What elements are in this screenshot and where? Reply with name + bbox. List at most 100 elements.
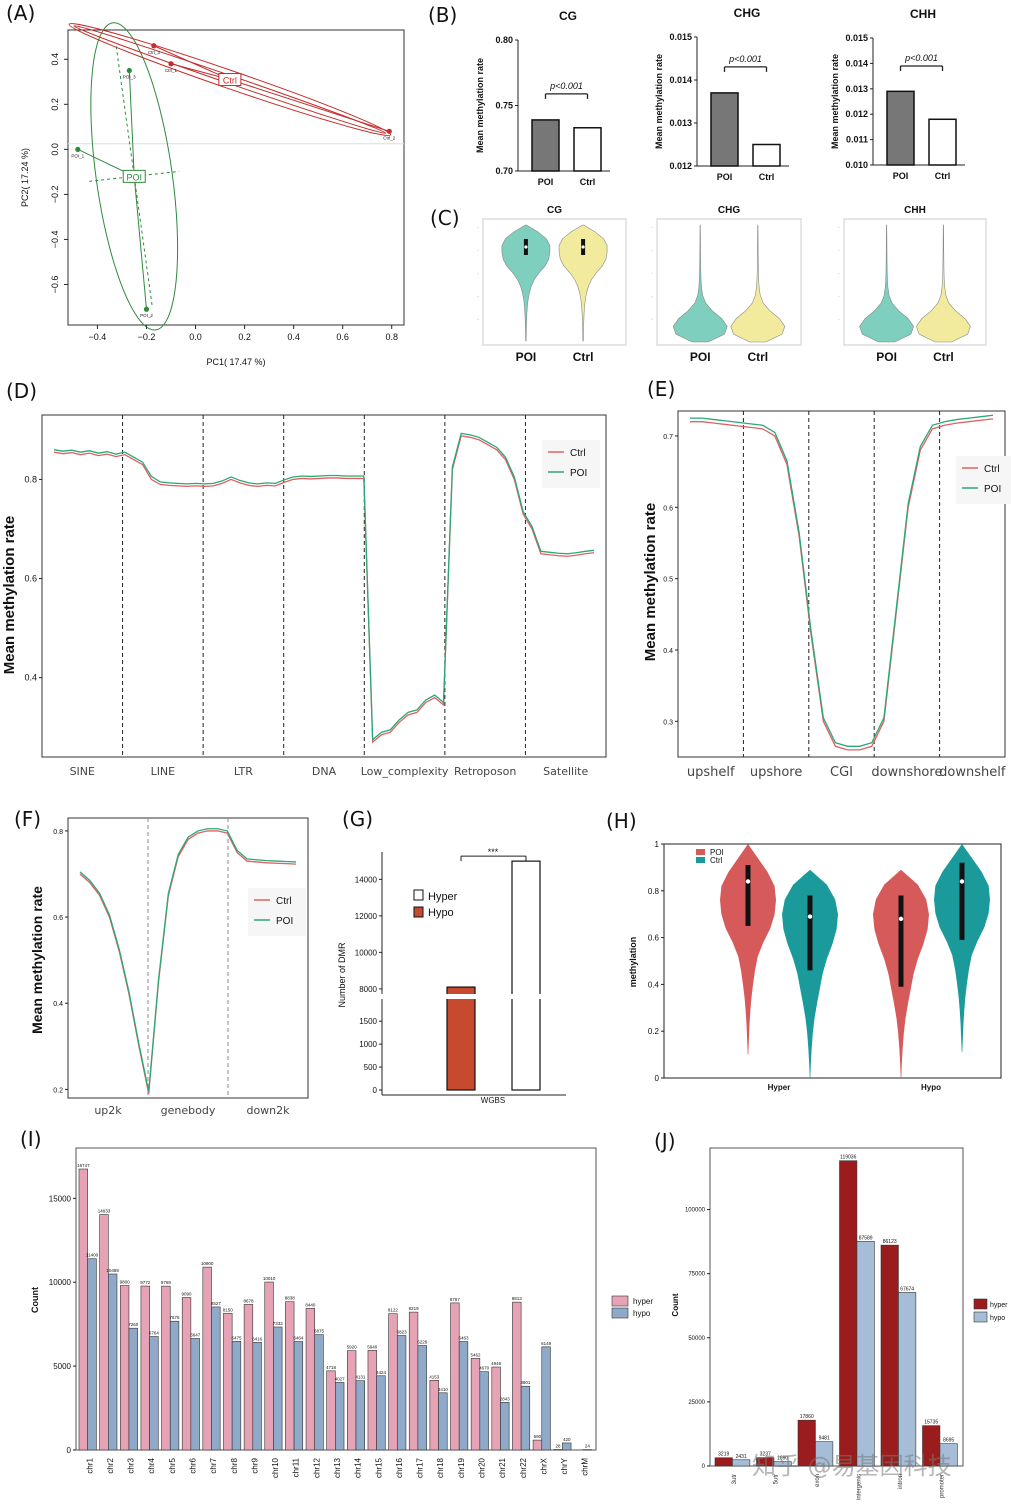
y-tick-label: 25000: [688, 1400, 705, 1406]
bar-value-label: 14033: [98, 1209, 111, 1214]
y-tick-mark: ·: [477, 225, 479, 231]
legend-label: hypo: [633, 1309, 651, 1318]
y-tick-label: 0.015: [845, 33, 868, 43]
x-tick-label: 5utr: [773, 1474, 779, 1484]
legend-label: Hypo: [428, 907, 454, 919]
legend-swatch-hyper: [611, 1295, 629, 1307]
y-tick-label: 0.6: [648, 934, 660, 943]
pca-point: [386, 128, 392, 134]
group-label: Ctrl: [223, 76, 237, 86]
bar-hyper-3utr: [714, 1457, 733, 1467]
spider-line: [128, 70, 135, 177]
group-label-box: [122, 169, 146, 183]
bar-hyper-chr13: [326, 1370, 336, 1451]
y-tick-label: 0.013: [669, 118, 692, 128]
legend-label: Hyper: [428, 891, 458, 903]
y-tick-label: 0.4: [53, 1001, 63, 1008]
violin-frame: [656, 218, 802, 346]
pca-point: [75, 146, 81, 152]
ellipse-Ctrl: [68, 23, 392, 137]
x-tick-label: POI: [893, 171, 909, 181]
y-tick-mark: ·: [838, 317, 840, 323]
y-tick-label: 0.70: [495, 166, 513, 176]
subplot-title: CHG: [734, 6, 761, 20]
bar-hypo-chr21: [500, 1402, 510, 1451]
bar-hypo-chr3: [128, 1327, 138, 1451]
y-tick-label: 0: [373, 1086, 378, 1095]
subplot-title: CHH: [910, 7, 936, 21]
x-tick-label: promoter: [939, 1474, 945, 1498]
y-tick-mark: ·: [838, 225, 840, 231]
bar-value-label: 6463: [459, 1336, 470, 1341]
x-tick-label: downshelf: [939, 765, 1006, 780]
x-tick-label: −0.2: [138, 332, 156, 342]
x-tick-label: downshore: [871, 765, 942, 780]
bar-hyper-intron: [880, 1244, 899, 1467]
violin-POI: [501, 224, 551, 342]
bar-hypo-chr16: [396, 1335, 407, 1451]
pca-point: [143, 306, 150, 312]
y-tick-label: 500: [364, 1063, 378, 1072]
y-tick-label: 0.6: [53, 915, 63, 922]
bar-POI: [710, 92, 739, 167]
pca-point-label: POI_2: [140, 313, 153, 318]
violin-median: [581, 245, 585, 249]
plot-frame: [709, 1147, 964, 1467]
bar-value-label: 4027: [335, 1376, 346, 1381]
x-tick-label: POI: [717, 172, 733, 182]
violin-box: [745, 865, 751, 926]
bar-hyper-chr19: [450, 1302, 460, 1451]
bar-hypo-chr4: [149, 1336, 159, 1451]
violin: [782, 869, 838, 1078]
bar-hyper-chr4: [140, 1285, 150, 1451]
bar-value-label: 8527: [211, 1301, 222, 1306]
x-tick-label: POI: [690, 350, 711, 364]
spider-line: [229, 79, 390, 132]
bar-value-label: 7332: [273, 1321, 284, 1326]
bar-value-label: 7260: [128, 1322, 139, 1327]
y-tick-label: 0.015: [669, 32, 692, 42]
x-tick-label: chr10: [271, 1457, 280, 1478]
violin-median: [745, 879, 751, 884]
bar-hyper-chr15: [367, 1350, 377, 1451]
violin-POI: [672, 224, 728, 343]
bar-hyper-chr20: [470, 1358, 481, 1451]
x-tick-label: −0.4: [89, 332, 107, 342]
group-label-box: [218, 73, 242, 87]
y-tick-label: 50000: [688, 1336, 705, 1342]
y-tick-mark: ·: [651, 294, 653, 300]
x-tick-label: chr21: [498, 1457, 507, 1478]
y-tick-label: −0.6: [50, 276, 60, 294]
bar-hypo-chr2: [108, 1273, 118, 1451]
bar-hyper-chrX: [532, 1439, 543, 1451]
violin-Ctrl: [916, 224, 971, 343]
bar-hypo-3utr: [732, 1459, 751, 1467]
bar-hyper-chr10: [264, 1281, 274, 1451]
group-label: POI: [126, 172, 142, 182]
y-tick-label: 0.4: [648, 980, 660, 989]
y-tick-label: 0.0: [50, 143, 60, 156]
bar-value-label: 8150: [223, 1307, 234, 1312]
bar-value-label: 2431: [736, 1454, 747, 1460]
y-tick-label: 100000: [685, 1208, 706, 1214]
legend-label: Ctrl: [276, 896, 292, 907]
legend-label: Ctrl: [570, 448, 586, 459]
y-tick-mark: ·: [651, 271, 653, 277]
bar-hyper-chr6: [181, 1297, 192, 1451]
x-tick-label: chrX: [539, 1457, 548, 1474]
bar-value-label: 10010: [263, 1276, 276, 1281]
violin-box: [807, 895, 813, 971]
y-tick-label: −0.2: [50, 185, 60, 203]
bar-hypo-chr18: [438, 1392, 448, 1451]
subplot-title: CG: [547, 205, 562, 216]
bar-hypo-chr7: [211, 1306, 221, 1451]
bar-value-label: 8122: [388, 1308, 399, 1313]
y-axis-label: Mean methylation rate: [475, 58, 485, 153]
legend-label: Ctrl: [710, 856, 723, 865]
x-tick-label: Ctrl: [580, 177, 596, 187]
bar-hypo-chr6: [190, 1338, 200, 1451]
pca-point-label: POI_1: [71, 153, 84, 158]
bar-hypo-promoter: [939, 1443, 958, 1467]
p-value: p<0.001: [549, 81, 583, 91]
y-tick-label: 0.012: [669, 161, 692, 171]
